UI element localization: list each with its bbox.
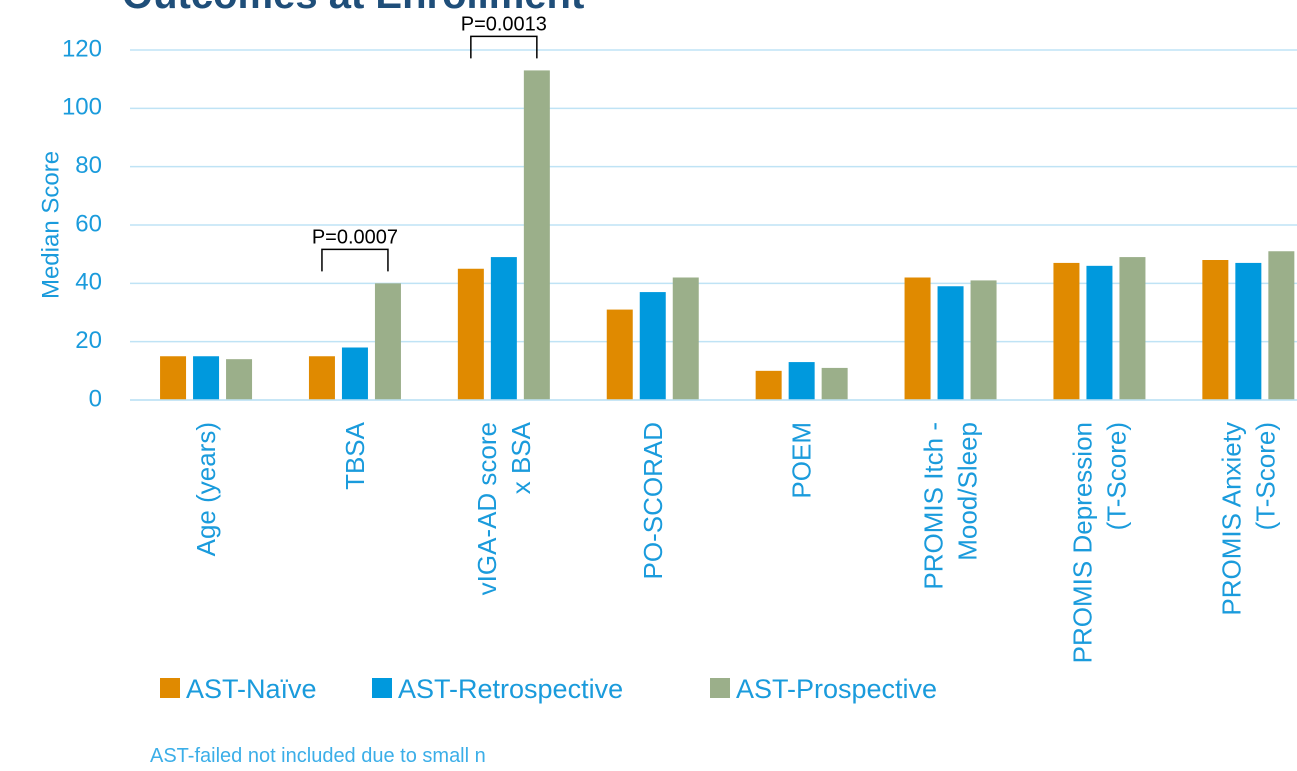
bar <box>341 347 368 400</box>
x-tick-label: PROMIS Anxiety (T-Score) <box>1216 422 1280 616</box>
bar <box>1086 265 1113 400</box>
bar <box>788 362 815 400</box>
legend-label: AST-Prospective <box>736 674 937 704</box>
y-tick-label: 120 <box>62 35 102 62</box>
x-tick-label: Age (years) <box>191 422 221 556</box>
bar <box>457 268 484 400</box>
bar <box>1119 257 1146 400</box>
y-axis-label: Median Score <box>37 151 64 299</box>
y-tick-label: 100 <box>62 94 102 121</box>
chart-title: Outcomes at Enrollment <box>122 0 584 17</box>
legend-swatch <box>710 678 730 698</box>
bar <box>904 277 931 400</box>
y-tick-label: 20 <box>75 327 102 354</box>
significance-bracket <box>321 248 389 272</box>
bar <box>937 286 964 400</box>
legend-swatch <box>160 678 180 698</box>
x-tick-label: PROMIS Depression (T-Score) <box>1067 422 1131 663</box>
bar <box>1202 260 1229 400</box>
x-tick-label: vIGA-AD score x BSA <box>472 421 536 595</box>
bar <box>1053 262 1080 400</box>
y-tick-label: 0 <box>89 385 102 412</box>
bar <box>160 356 187 400</box>
x-tick-label: PROMIS Itch - Mood/Sleep <box>919 422 983 590</box>
bar <box>226 359 253 400</box>
bar <box>606 309 633 400</box>
bar <box>523 70 550 401</box>
bar <box>821 367 848 400</box>
legend-label: AST-Retrospective <box>398 674 623 704</box>
legend-label: AST-Naïve <box>186 674 317 704</box>
significance-bracket <box>470 35 538 59</box>
bar <box>490 257 517 400</box>
x-tick-label: PO-SCORAD <box>638 422 668 579</box>
bar <box>639 292 666 400</box>
bar <box>672 277 699 400</box>
y-tick-label: 60 <box>75 210 102 237</box>
annotation: P=0.0007 <box>312 226 398 248</box>
legend-swatch <box>372 678 392 698</box>
footnote: AST-failed not included due to small n <box>150 745 486 766</box>
bar <box>1235 262 1262 400</box>
bar <box>308 356 335 400</box>
bar <box>970 280 997 400</box>
y-tick-label: 80 <box>75 152 102 179</box>
x-tick-label: POEM <box>787 422 817 499</box>
x-tick-label: TBSA <box>340 421 370 490</box>
bar <box>755 370 782 400</box>
bar <box>1268 251 1295 400</box>
annotation: P=0.0013 <box>461 13 547 35</box>
bar <box>374 283 401 400</box>
y-tick-label: 40 <box>75 269 102 296</box>
bar <box>193 356 220 400</box>
